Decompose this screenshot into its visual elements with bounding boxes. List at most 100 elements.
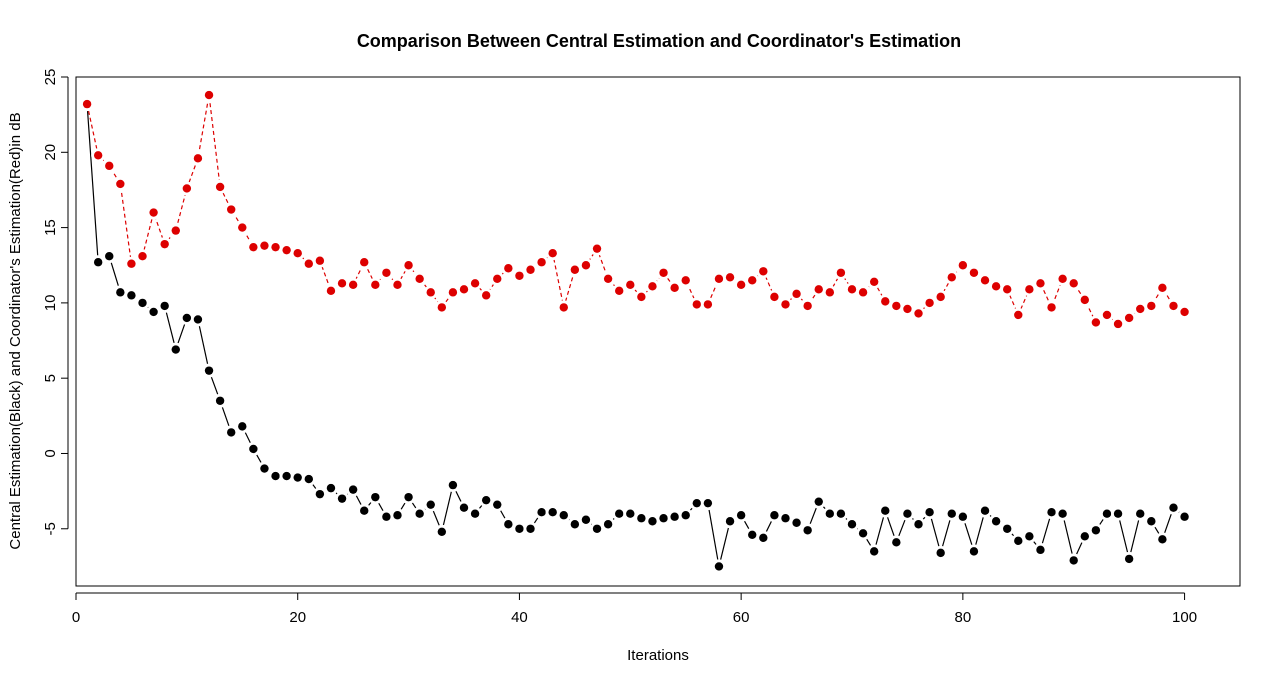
data-point bbox=[204, 90, 214, 100]
data-point bbox=[736, 511, 746, 520]
data-point bbox=[470, 509, 480, 518]
data-point bbox=[537, 258, 546, 267]
data-point bbox=[149, 208, 158, 217]
data-point bbox=[748, 276, 757, 285]
data-point bbox=[493, 274, 502, 283]
data-point bbox=[415, 509, 424, 518]
data-point bbox=[82, 99, 92, 109]
data-point bbox=[681, 276, 690, 285]
x-tick-label: 80 bbox=[955, 609, 972, 626]
data-point bbox=[404, 261, 413, 270]
data-point bbox=[637, 514, 646, 523]
data-point bbox=[781, 514, 790, 523]
data-point bbox=[105, 252, 114, 261]
data-point bbox=[315, 489, 325, 499]
data-point bbox=[1069, 556, 1078, 565]
data-point bbox=[692, 498, 701, 508]
data-point bbox=[515, 524, 524, 533]
data-point bbox=[138, 252, 147, 261]
data-point bbox=[1080, 532, 1090, 541]
data-point bbox=[360, 258, 369, 267]
data-point bbox=[1091, 526, 1101, 535]
data-point bbox=[980, 506, 990, 515]
data-point bbox=[759, 267, 768, 276]
data-point bbox=[282, 471, 291, 481]
data-point bbox=[282, 245, 291, 255]
data-point bbox=[892, 301, 901, 311]
data-point bbox=[504, 520, 513, 529]
data-point bbox=[1058, 274, 1067, 283]
data-point bbox=[958, 261, 968, 270]
y-tick-label: 0 bbox=[42, 449, 59, 457]
data-point bbox=[1169, 503, 1178, 512]
data-point bbox=[659, 514, 668, 523]
data-point bbox=[481, 291, 491, 300]
data-point bbox=[382, 512, 391, 521]
data-point bbox=[725, 517, 735, 526]
data-point bbox=[947, 509, 956, 518]
data-point bbox=[215, 396, 225, 405]
data-point bbox=[504, 264, 513, 273]
data-point bbox=[1047, 508, 1056, 517]
data-point bbox=[1158, 283, 1167, 293]
data-point bbox=[160, 239, 169, 249]
data-point bbox=[714, 562, 724, 571]
data-point bbox=[1003, 524, 1012, 533]
data-point bbox=[648, 517, 657, 526]
data-point bbox=[548, 248, 557, 258]
data-point bbox=[714, 274, 724, 283]
data-point bbox=[991, 282, 1001, 291]
data-point bbox=[670, 512, 679, 521]
data-point bbox=[914, 520, 923, 529]
data-point bbox=[903, 304, 912, 314]
data-point bbox=[1047, 303, 1056, 312]
x-tick-label: 100 bbox=[1172, 609, 1197, 626]
data-point bbox=[304, 259, 313, 268]
data-point bbox=[1158, 535, 1167, 544]
data-point bbox=[881, 297, 890, 306]
data-point bbox=[93, 151, 103, 160]
data-point bbox=[836, 509, 846, 518]
data-point bbox=[293, 473, 302, 482]
data-point bbox=[127, 259, 136, 268]
data-point bbox=[903, 509, 912, 518]
x-tick-label: 40 bbox=[511, 609, 528, 626]
data-point bbox=[825, 288, 835, 297]
data-point bbox=[304, 474, 313, 484]
data-point bbox=[337, 279, 347, 288]
data-point bbox=[947, 273, 956, 282]
data-point bbox=[1025, 285, 1034, 294]
data-point bbox=[659, 268, 668, 277]
y-axis: -5 0 5 10 15 20 25 bbox=[42, 69, 69, 535]
data-point bbox=[792, 289, 801, 299]
data-point bbox=[1036, 279, 1045, 288]
y-tick-label: 15 bbox=[42, 219, 59, 236]
data-point bbox=[393, 511, 402, 520]
series-layer bbox=[80, 88, 1192, 574]
data-point bbox=[1136, 304, 1145, 314]
data-point bbox=[703, 300, 713, 309]
data-point bbox=[748, 530, 757, 539]
data-point bbox=[348, 485, 358, 494]
data-point bbox=[293, 248, 302, 258]
data-point bbox=[326, 286, 336, 296]
data-point bbox=[847, 520, 857, 529]
data-point bbox=[703, 498, 713, 508]
data-point bbox=[781, 300, 790, 309]
data-point bbox=[581, 261, 591, 270]
data-point bbox=[526, 265, 535, 274]
y-tick-label: 10 bbox=[42, 295, 59, 312]
data-point bbox=[1113, 509, 1123, 518]
data-point bbox=[459, 503, 469, 512]
data-point bbox=[1058, 509, 1067, 518]
y-axis-label: Central Estimation(Black) and Coordinato… bbox=[7, 112, 24, 549]
data-point bbox=[260, 464, 269, 473]
data-point bbox=[526, 524, 535, 533]
data-point bbox=[238, 223, 247, 232]
data-point bbox=[1069, 279, 1078, 288]
data-point bbox=[360, 506, 369, 515]
data-point bbox=[548, 508, 557, 517]
data-point bbox=[626, 509, 635, 518]
x-tick-label: 20 bbox=[289, 609, 306, 626]
data-point bbox=[348, 280, 358, 290]
